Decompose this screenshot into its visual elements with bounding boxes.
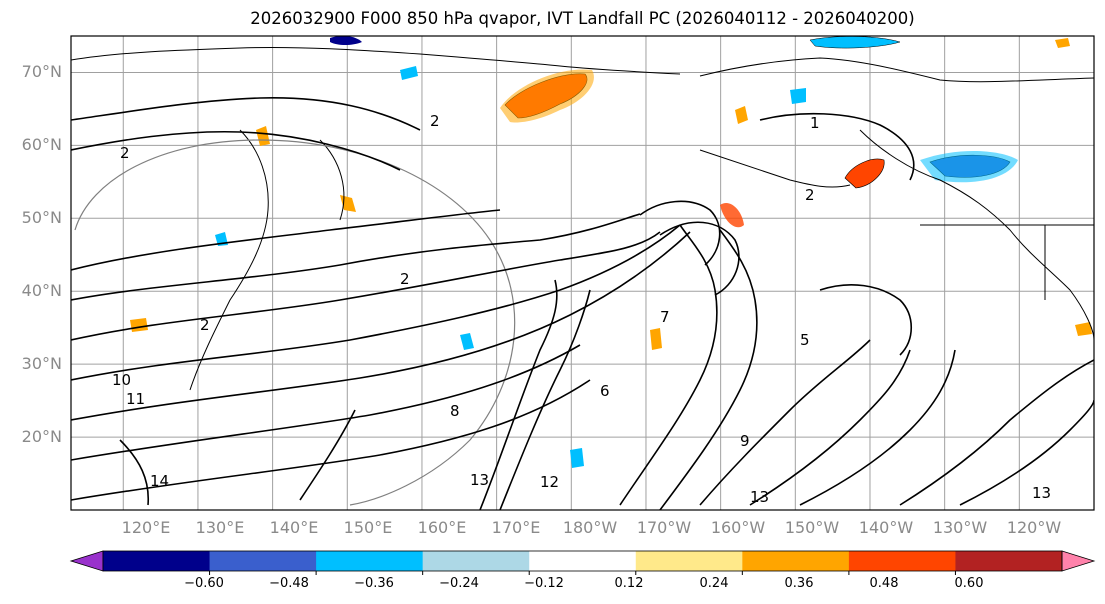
map-title: 2026032900 F000 850 hPa qvapor, IVT Land… [250, 9, 915, 28]
great-circle-arc [74, 139, 516, 506]
lon-label: 170°W [636, 518, 692, 537]
map-frame [70, 35, 1095, 511]
lon-label: 170°E [491, 518, 541, 537]
contour-label: 11 [126, 390, 145, 408]
lat-label: 70°N [21, 62, 62, 81]
colorbar-tick-label: −0.48 [269, 576, 309, 591]
misc-blue-3 [460, 333, 474, 350]
alaska-orange-streak [720, 202, 744, 228]
misc-blue-2 [400, 66, 418, 80]
colorbar-tick-label: 0.48 [869, 576, 899, 591]
contour-label: 8 [450, 402, 460, 420]
contour-label: 9 [740, 432, 750, 450]
contour-label: 13 [750, 488, 769, 506]
colorbar-tick-label: 0.24 [699, 576, 729, 591]
lat-label: 50°N [21, 208, 62, 227]
coastlines [71, 46, 1094, 391]
lon-label: 120°W [1006, 518, 1062, 537]
colorbar-tick-label: −0.24 [439, 576, 479, 591]
contour-label: 2 [400, 270, 410, 288]
contour-label: 2 [200, 316, 210, 334]
contour-labels: 2 2 2 2 2 1 5 6 7 8 9 10 11 12 13 13 13 … [112, 112, 1051, 506]
arctic-blue-anomaly [809, 36, 901, 49]
lat-label: 20°N [21, 427, 62, 446]
colorbar-tick-label: 0.60 [954, 576, 984, 591]
misc-orange-5 [735, 106, 748, 124]
lon-label: 160°W [710, 518, 766, 537]
lon-label: 140°W [858, 518, 914, 537]
misc-orange-2 [256, 126, 270, 146]
contour-label: 13 [1032, 484, 1051, 502]
misc-blue-1 [790, 88, 806, 104]
lat-label: 30°N [21, 354, 62, 373]
colorbar-tick-label: −0.36 [354, 576, 394, 591]
lon-label: 140°E [269, 518, 319, 537]
contour-label: 10 [112, 371, 131, 389]
misc-orange-4 [1055, 38, 1070, 48]
lon-label: 160°E [417, 518, 467, 537]
lon-label: 150°W [784, 518, 840, 537]
colorbar-tick-label: −0.60 [184, 576, 224, 591]
contour-label: 2 [805, 186, 815, 204]
contour-label: 7 [660, 308, 670, 326]
colorbar-tick-label: 0.36 [784, 576, 814, 591]
alaska-orange-anomaly [844, 158, 885, 189]
contour-label: 2 [120, 144, 130, 162]
misc-blue-5 [570, 448, 584, 468]
lon-label: 130°W [932, 518, 988, 537]
lon-label: 120°E [121, 518, 171, 537]
shaded-anomalies [130, 36, 1092, 468]
contour-label: 5 [800, 331, 810, 349]
contour-label: 6 [600, 382, 610, 400]
lon-label: 150°E [343, 518, 393, 537]
misc-orange-6 [130, 318, 148, 332]
colorbar-tick-label: −0.12 [524, 576, 564, 591]
contour-label: 13 [470, 471, 489, 489]
misc-orange-7 [1075, 322, 1092, 336]
ivt-contours [71, 97, 1094, 510]
canada-cyan-halo [920, 150, 1018, 183]
contour-label: 2 [430, 112, 440, 130]
arctic-blue-core [330, 36, 362, 45]
colorbar-tick-label: 0.12 [614, 576, 644, 591]
lat-label: 40°N [21, 281, 62, 300]
lat-label: 60°N [21, 135, 62, 154]
contour-label: 1 [810, 114, 820, 132]
lon-label: 130°E [195, 518, 245, 537]
contour-label: 14 [150, 472, 169, 490]
graticule [71, 36, 1094, 510]
contour-label: 12 [540, 473, 559, 491]
lon-label: 180°W [562, 518, 618, 537]
misc-orange-3 [650, 328, 662, 350]
map-background [71, 36, 1094, 510]
bering-orange-halo [500, 69, 594, 123]
